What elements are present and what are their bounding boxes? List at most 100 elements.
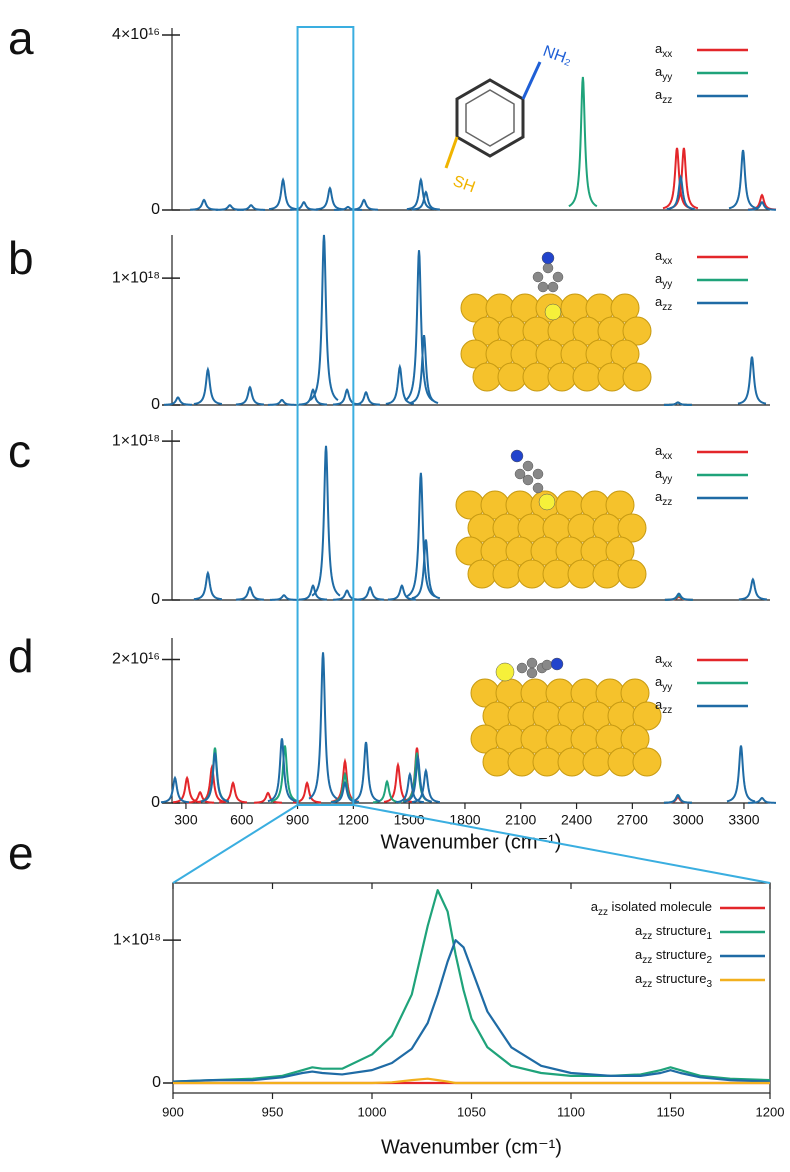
- legend-text: a: [655, 294, 663, 309]
- atom: [526, 667, 538, 679]
- y-tick-label: 0: [152, 1074, 161, 1091]
- gold-atom: [522, 362, 552, 392]
- spectrum-peak: [218, 780, 248, 804]
- x-tick-label: 1200: [338, 812, 369, 828]
- subscript: zz: [662, 497, 672, 508]
- gold-atom: [492, 559, 522, 589]
- x-tick-label: 3000: [673, 812, 704, 828]
- spectrum-peak: [403, 753, 433, 803]
- subscript: yy: [662, 72, 672, 83]
- legend-text: structure: [652, 923, 706, 938]
- gold-atom: [622, 316, 652, 346]
- subscript: xx: [662, 451, 672, 462]
- atom: [544, 303, 562, 321]
- x-tick-label: 600: [230, 812, 254, 828]
- atom: [541, 251, 555, 265]
- atom: [514, 468, 526, 480]
- spectrum-peak: [186, 790, 215, 804]
- gold-atom: [607, 747, 637, 777]
- gold-atom: [482, 747, 512, 777]
- spectrum-peak: [411, 539, 441, 600]
- spectrum-line: [172, 889, 771, 1083]
- spectrum-peak: [385, 363, 415, 405]
- spectrum-peak: [411, 767, 441, 804]
- legend-label: azz isolated molecule: [591, 899, 712, 917]
- x-tick-label: 950: [262, 1104, 284, 1119]
- benzene-inner: [465, 89, 515, 147]
- subscript: 2: [706, 955, 712, 966]
- legend-text: a: [655, 64, 663, 79]
- panel-label: a: [8, 12, 34, 64]
- benzene-ring: [455, 78, 525, 158]
- spectrum-peak: [289, 200, 318, 211]
- legend-text: a: [655, 489, 663, 504]
- gold-atom: [632, 701, 662, 731]
- spectrum-peak: [737, 356, 767, 405]
- atom: [552, 271, 564, 283]
- spectrum-peak: [193, 366, 223, 405]
- legend-label: ayy: [655, 271, 672, 289]
- gold-atom: [597, 362, 627, 392]
- legend-text: a: [655, 443, 663, 458]
- subscript: xx: [662, 49, 672, 60]
- subscript: yy: [662, 279, 672, 290]
- spectrum-peak: [747, 796, 777, 804]
- x-tick-label: 900: [286, 812, 310, 828]
- y-tick-label: 0: [151, 794, 160, 811]
- atom: [526, 657, 538, 669]
- spectrum-peak: [193, 570, 223, 601]
- legend-text: a: [655, 41, 663, 56]
- atom: [547, 281, 559, 293]
- gold-atom: [605, 490, 635, 520]
- atom: [532, 482, 544, 494]
- gold-atom: [617, 559, 647, 589]
- spectrum-peak: [309, 234, 339, 401]
- subscript: zz: [662, 302, 672, 313]
- thiol-label: SH: [451, 173, 478, 197]
- atom: [532, 468, 544, 480]
- spectrum-peak: [356, 585, 385, 601]
- spectrum-peak: [189, 198, 219, 211]
- gold-atom: [567, 559, 597, 589]
- spectrum-peak: [728, 149, 758, 210]
- legend-text: structure: [652, 971, 706, 986]
- panel-label: d: [8, 630, 34, 682]
- spectrum-peak: [269, 594, 298, 601]
- subscript: yy: [662, 682, 672, 693]
- y-tick-label: 4×10¹⁶: [112, 26, 160, 43]
- spectrum-peak: [666, 174, 695, 211]
- spectrum-peak: [351, 390, 381, 406]
- spectrum-peak: [663, 793, 692, 804]
- spectrum-peak: [235, 385, 264, 406]
- atom: [495, 662, 515, 682]
- legend-text: structure: [652, 947, 706, 962]
- x-tick-label: 1200: [756, 1104, 785, 1119]
- subscript: yy: [662, 474, 672, 485]
- subscript: zz: [662, 95, 672, 106]
- spectrum-peak: [406, 177, 435, 211]
- spectrum-line: [173, 1077, 770, 1085]
- spectrum-peak: [332, 388, 362, 406]
- y-tick-label: 1×10¹⁸: [112, 432, 160, 449]
- gold-atom: [592, 559, 622, 589]
- amine-label: NH₂: [541, 43, 574, 69]
- gold-atom: [610, 339, 640, 369]
- gold-atom: [532, 747, 562, 777]
- legend-label: azz: [655, 697, 672, 715]
- legend-text: a: [655, 87, 663, 102]
- gold-atom: [582, 747, 612, 777]
- x-tick-label: 900: [162, 1104, 184, 1119]
- y-tick-label: 0: [151, 591, 160, 608]
- legend-text: a: [635, 971, 643, 986]
- legend-text: a: [655, 271, 663, 286]
- legend-text: a: [591, 899, 599, 914]
- spectrum-peak: [253, 791, 283, 804]
- gold-atom: [632, 747, 662, 777]
- subscript: xx: [662, 256, 672, 267]
- panel-label: c: [8, 425, 31, 477]
- x-tick-label: 1000: [358, 1104, 387, 1119]
- x-axis-label: Wavenumber (cm⁻¹): [381, 1136, 562, 1158]
- legend-text: a: [655, 651, 663, 666]
- subscript: zz: [662, 705, 672, 716]
- x-tick-label: 2400: [561, 812, 592, 828]
